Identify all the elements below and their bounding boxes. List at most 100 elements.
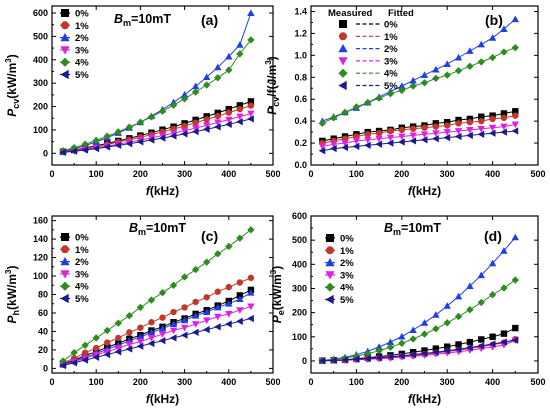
x-tick-label: 0 bbox=[49, 377, 54, 387]
data-point bbox=[125, 123, 134, 131]
data-point bbox=[432, 65, 440, 73]
data-point bbox=[364, 354, 371, 363]
data-point bbox=[92, 136, 100, 145]
legend-label: 4% bbox=[75, 58, 89, 69]
data-point bbox=[466, 338, 474, 346]
data-point bbox=[180, 90, 189, 98]
legend-marker bbox=[61, 245, 69, 254]
data-point bbox=[203, 317, 211, 325]
data-point bbox=[454, 67, 463, 75]
data-point bbox=[192, 119, 199, 126]
data-point bbox=[236, 295, 244, 303]
data-point bbox=[432, 130, 440, 137]
data-point bbox=[375, 343, 383, 350]
data-point bbox=[236, 50, 244, 58]
data-point bbox=[398, 82, 406, 89]
data-point bbox=[236, 279, 244, 286]
data-point bbox=[432, 348, 439, 356]
data-point bbox=[500, 284, 508, 292]
data-point bbox=[478, 336, 485, 343]
data-point bbox=[147, 328, 156, 336]
data-point bbox=[341, 143, 348, 152]
data-point bbox=[203, 325, 210, 334]
data-point bbox=[466, 62, 474, 70]
data-point bbox=[512, 108, 519, 115]
legend-label: 3% bbox=[384, 56, 398, 67]
y-tick-label: 600 bbox=[33, 8, 48, 18]
legend: 0%1%2%3% 4%5% bbox=[60, 9, 89, 81]
data-point bbox=[158, 132, 167, 140]
data-point bbox=[247, 115, 254, 123]
data-point bbox=[352, 137, 361, 145]
data-point bbox=[236, 105, 244, 113]
y-tick-label: 40 bbox=[38, 326, 48, 336]
y-tick-label: 0.2 bbox=[294, 138, 307, 148]
data-point bbox=[386, 90, 395, 98]
data-point bbox=[225, 300, 233, 307]
data-point bbox=[203, 308, 211, 315]
data-point bbox=[125, 341, 134, 349]
data-point bbox=[454, 312, 463, 321]
data-point bbox=[92, 351, 100, 359]
data-point bbox=[409, 125, 417, 133]
data-point bbox=[443, 302, 451, 309]
data-point bbox=[443, 319, 451, 327]
x-tick-label: 500 bbox=[265, 377, 280, 387]
y-tick-label: 300 bbox=[33, 78, 48, 88]
legend-marker bbox=[60, 281, 70, 291]
data-point bbox=[169, 132, 177, 140]
legend-label: 3% bbox=[75, 269, 89, 280]
data-point bbox=[214, 303, 222, 311]
data-point bbox=[432, 123, 440, 130]
legend-header-measured: Measured bbox=[328, 8, 373, 19]
field-annotation: Bm=10mT bbox=[129, 221, 186, 237]
data-point bbox=[421, 347, 428, 354]
data-point bbox=[500, 25, 508, 32]
data-point bbox=[225, 109, 232, 116]
fit-line bbox=[322, 115, 516, 144]
data-point bbox=[420, 330, 429, 338]
data-point bbox=[180, 316, 189, 324]
data-point bbox=[352, 142, 360, 151]
data-point bbox=[236, 292, 244, 299]
data-point bbox=[477, 125, 485, 133]
x-tick-label: 100 bbox=[89, 377, 104, 387]
data-point bbox=[386, 134, 395, 142]
x-tick-label: 0 bbox=[308, 377, 313, 387]
x-tick-label: 400 bbox=[221, 377, 236, 387]
data-point bbox=[432, 345, 440, 352]
data-point bbox=[500, 123, 508, 131]
x-tick-label: 0 bbox=[308, 169, 313, 179]
data-point bbox=[375, 347, 383, 355]
data-point bbox=[203, 81, 211, 89]
data-point bbox=[191, 125, 200, 132]
series-0% bbox=[59, 286, 255, 367]
series-4% bbox=[59, 226, 255, 365]
data-point bbox=[104, 339, 111, 346]
data-point bbox=[409, 132, 417, 140]
data-point bbox=[169, 281, 178, 289]
data-point bbox=[180, 273, 189, 281]
legend-marker bbox=[326, 246, 334, 255]
data-point bbox=[489, 333, 496, 340]
fit-line bbox=[322, 130, 516, 152]
data-point bbox=[330, 356, 337, 365]
data-point bbox=[409, 82, 417, 90]
data-point bbox=[500, 338, 507, 346]
data-point bbox=[214, 313, 222, 321]
data-point bbox=[147, 113, 156, 121]
data-point bbox=[488, 124, 497, 132]
legend-marker bbox=[338, 44, 348, 53]
data-point bbox=[454, 292, 463, 300]
legend-label: 4% bbox=[384, 69, 398, 80]
data-point bbox=[409, 335, 417, 343]
data-point bbox=[443, 71, 451, 79]
data-point bbox=[137, 324, 144, 331]
data-point bbox=[136, 118, 145, 126]
data-point bbox=[398, 352, 405, 360]
panel-label: (d) bbox=[484, 228, 502, 244]
data-point bbox=[191, 328, 199, 337]
legend-label: 4% bbox=[340, 283, 354, 294]
series-5% bbox=[318, 127, 519, 155]
